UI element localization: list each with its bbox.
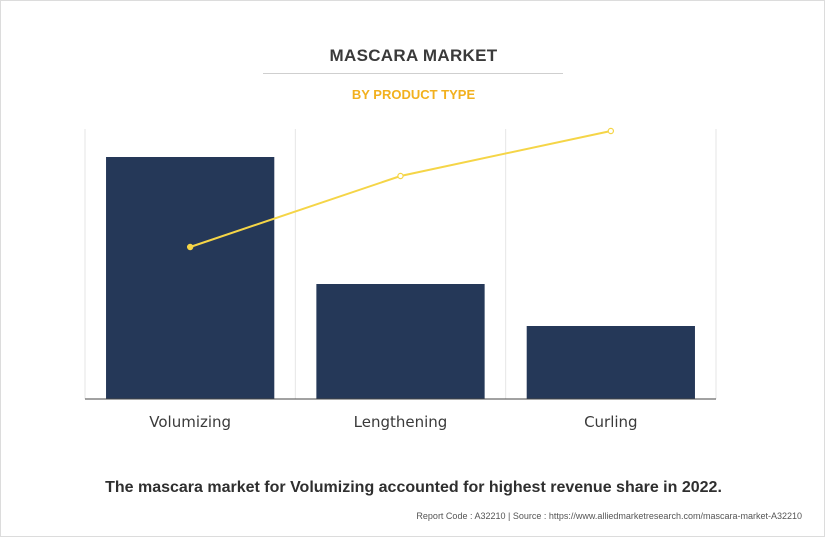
grid-layer <box>84 129 717 399</box>
x-tick-label: Lengthening <box>354 413 448 431</box>
bar-curling <box>526 326 695 399</box>
chart-title: MASCARA MARKET <box>329 46 498 65</box>
chart-caption: The mascara market for Volumizing accoun… <box>105 479 722 496</box>
line-point-lengthening <box>397 172 404 180</box>
bar-lengthening <box>316 284 485 399</box>
source-link[interactable]: Source : https://www.alliedmarketresearc… <box>512 511 802 521</box>
footer-source: Report Code : A32210 | Source : https://… <box>416 511 802 521</box>
x-tick-label: Volumizing <box>149 413 231 431</box>
line-point-volumizing <box>186 243 194 251</box>
x-tick-label: Curling <box>584 413 638 431</box>
bar-volumizing <box>106 157 275 399</box>
line-layer <box>186 127 615 251</box>
title-divider <box>263 73 563 74</box>
line-point-curling <box>607 127 615 135</box>
bar-line-chart: Volumizing Lengthening Curling <box>84 127 717 431</box>
bar-layer <box>106 157 695 399</box>
report-code: Report Code : A32210 <box>416 511 506 521</box>
chart-subtitle: BY PRODUCT TYPE <box>351 87 476 102</box>
category-labels: Volumizing Lengthening Curling <box>149 413 637 431</box>
footer-separator: | <box>508 511 511 521</box>
